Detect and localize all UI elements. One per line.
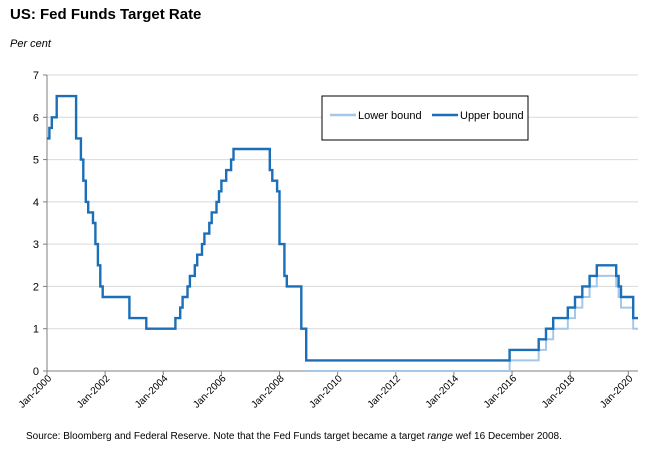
x-tick-label-Jan-2010: Jan-2010: [308, 373, 346, 411]
x-tick-label-Jan-2020: Jan-2020: [598, 373, 636, 411]
series-line-lower-bound: [306, 274, 638, 372]
x-tick-label-Jan-2012: Jan-2012: [366, 373, 404, 411]
legend: Lower bound Upper bound: [321, 95, 529, 141]
y-tick-label-7: 7: [33, 70, 39, 82]
source-note: Source: Bloomberg and Federal Reserve. N…: [26, 431, 562, 442]
x-tick-labels: Jan-2000 Jan-2002 Jan-2004 Jan-2006 Jan-2008…: [17, 373, 636, 411]
legend-label-upper-bound: Upper bound: [460, 110, 524, 122]
y-tick-label-1: 1: [33, 324, 39, 336]
y-tick-label-5: 5: [33, 155, 39, 167]
y-tick-label-6: 6: [33, 112, 39, 124]
y-tick-label-2: 2: [33, 281, 39, 293]
series-line-upper-bound: [47, 94, 638, 362]
x-tick-label-Jan-2008: Jan-2008: [249, 373, 287, 411]
legend-label-lower-bound: Lower bound: [358, 110, 422, 122]
source-text-after: wef 16 December 2008.: [452, 431, 562, 442]
chart-title: US: Fed Funds Target Rate: [10, 6, 202, 23]
y-tick-label-3: 3: [33, 239, 39, 251]
x-tick-label-Jan-2004: Jan-2004: [133, 373, 171, 411]
y-tick-label-0: 0: [33, 366, 39, 378]
y-tick-label-4: 4: [33, 197, 39, 209]
y-tick-labels: 0 1 2 3 4 5 6 7: [33, 70, 39, 378]
source-text-before: Source: Bloomberg and Federal Reserve. N…: [26, 431, 428, 442]
x-tick-label-Jan-2018: Jan-2018: [540, 373, 578, 411]
x-tick-label-Jan-2014: Jan-2014: [424, 373, 462, 411]
x-tick-label-Jan-2016: Jan-2016: [482, 373, 520, 411]
y-axis-unit-label: Per cent: [10, 38, 51, 50]
series-layer: [47, 94, 638, 372]
x-tick-label-Jan-2002: Jan-2002: [75, 373, 113, 411]
source-text-emphasis: range: [427, 431, 453, 442]
x-tick-label-Jan-2006: Jan-2006: [191, 373, 229, 411]
x-tick-label-Jan-2000: Jan-2000: [17, 373, 55, 411]
legend-box: [321, 95, 529, 141]
